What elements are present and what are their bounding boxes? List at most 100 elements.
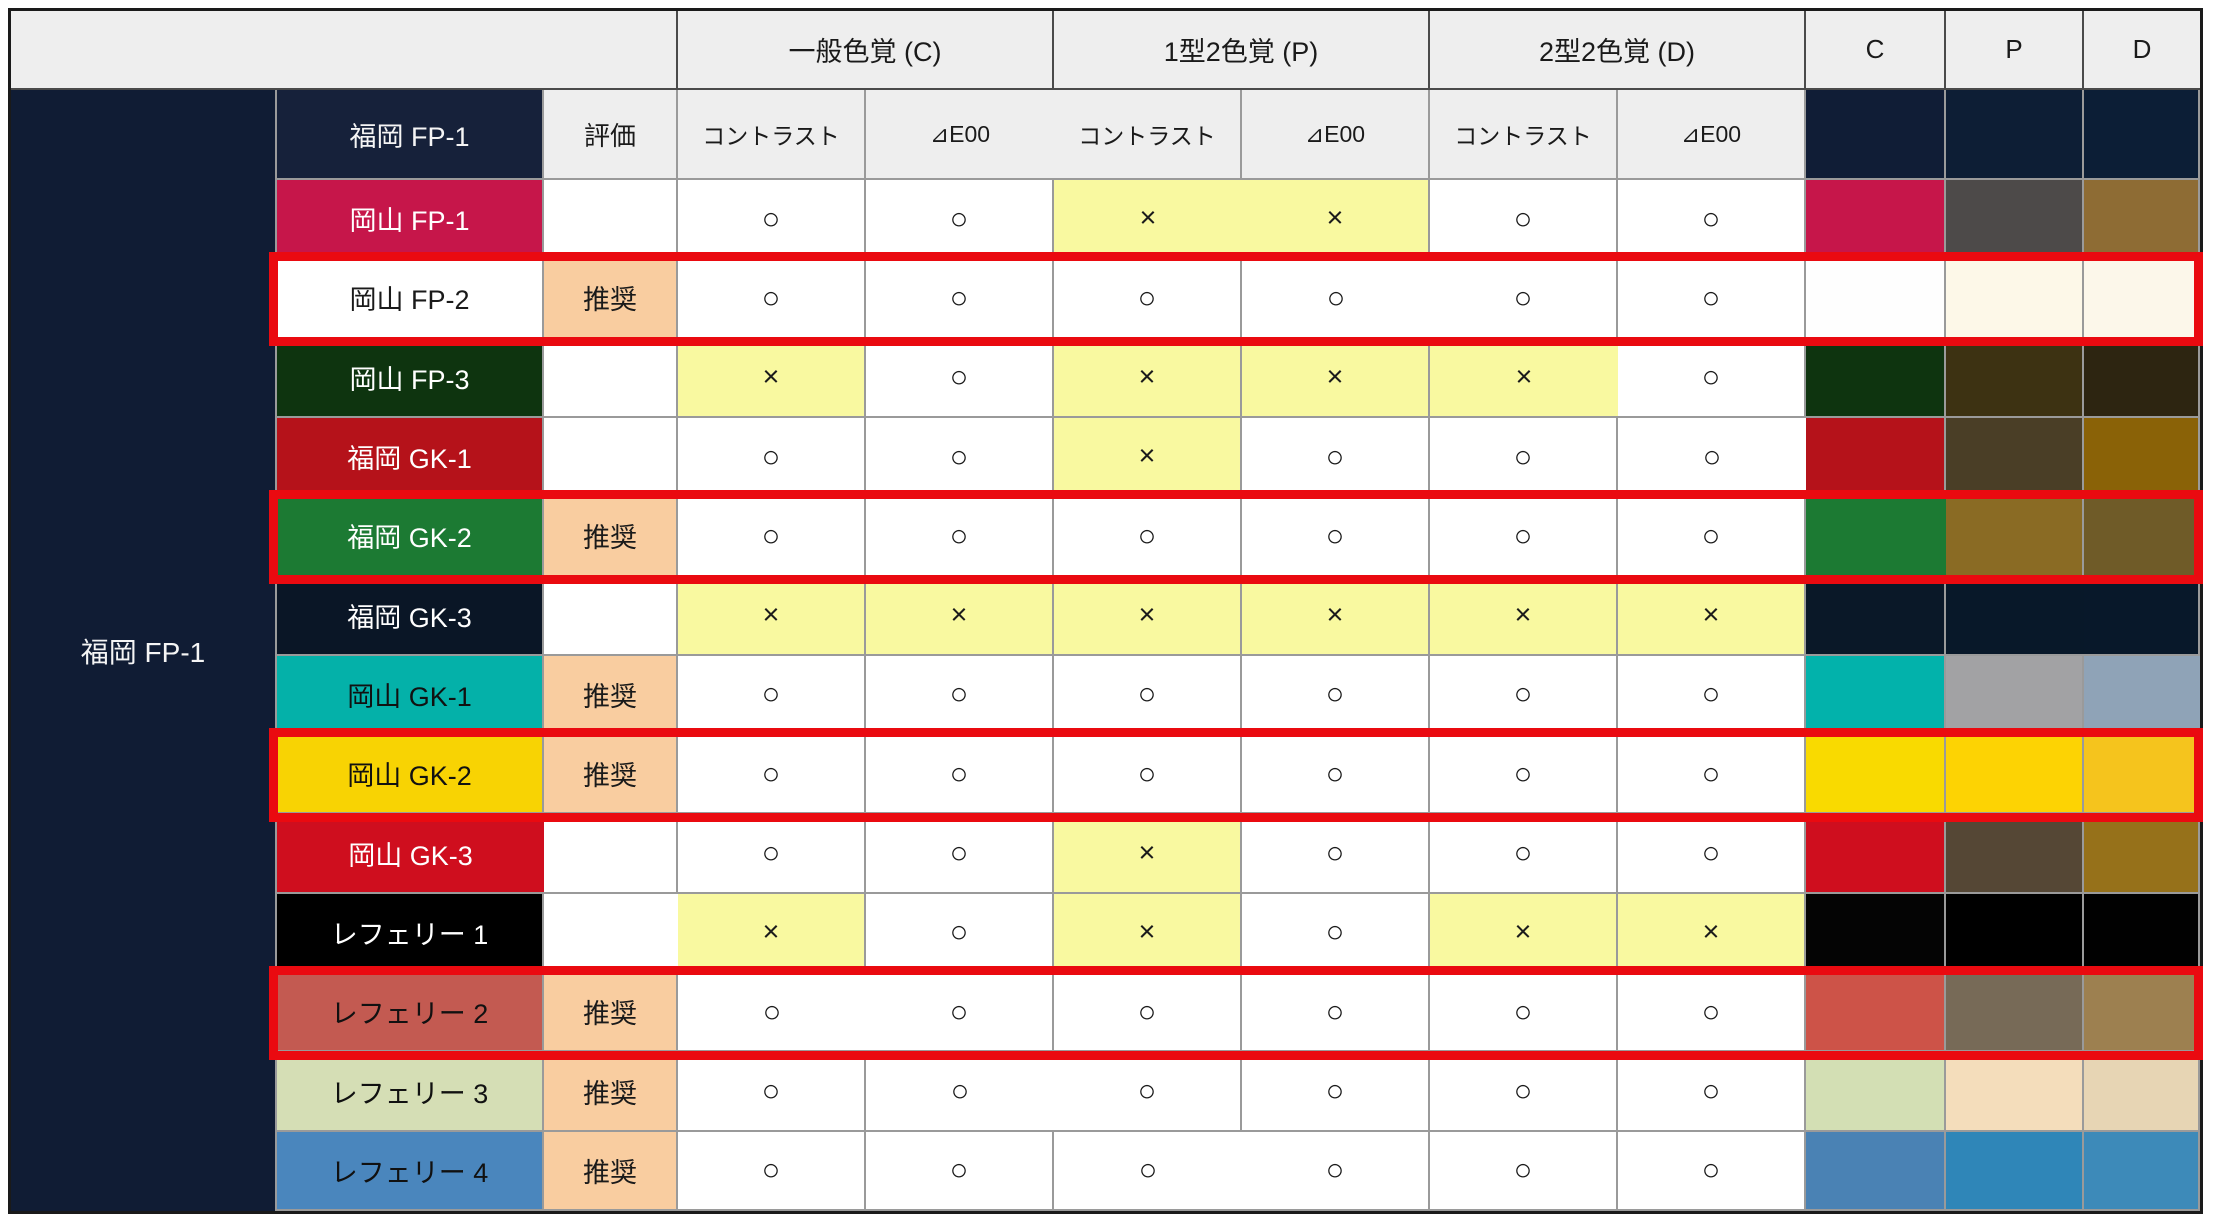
header-deltae-d: ⊿E00 (1618, 90, 1806, 180)
header-contrast-d: コントラスト (1430, 90, 1618, 180)
sim-swatch (1946, 180, 2084, 260)
mark-cell: ○ (866, 973, 1054, 1053)
mark-cell: ○ (1054, 973, 1242, 1053)
mark-cell: ○ (1430, 735, 1618, 815)
mark-cell: ○ (866, 814, 1054, 894)
mark-cell: × (678, 338, 866, 418)
mark-cell: × (1430, 893, 1618, 974)
row-label: 福岡 GK-3 (277, 576, 544, 656)
row-label: 岡山 FP-3 (277, 338, 544, 418)
sim-swatch (1946, 1052, 2084, 1132)
mark-cell: ○ (1430, 973, 1618, 1053)
mark-cell: × (1618, 893, 1806, 974)
mark-cell: ○ (1618, 259, 1806, 339)
mark-cell: ○ (866, 417, 1054, 498)
mark-cell: × (1054, 417, 1242, 498)
eval-cell: 推奨 (544, 973, 678, 1053)
sim-swatch (1806, 338, 1946, 418)
sim-swatch (1946, 735, 2084, 815)
base-swatch-p (1946, 90, 2084, 180)
mark-cell: × (1054, 576, 1242, 656)
mark-cell: ○ (1618, 1052, 1806, 1132)
mark-cell: ○ (1430, 1052, 1618, 1132)
mark-cell: ○ (1618, 1131, 1806, 1211)
mark-cell: ○ (1430, 259, 1618, 339)
mark-cell: ○ (1430, 417, 1618, 498)
mark-cell: ○ (678, 259, 866, 339)
eval-cell (544, 576, 678, 656)
sim-swatch (1946, 814, 2084, 894)
sim-swatch (1806, 259, 1946, 339)
eval-cell: 推奨 (544, 1052, 678, 1132)
eval-cell (544, 180, 678, 260)
header-eval: 評価 (544, 90, 678, 180)
base-color-merged-cell: 福岡 FP-1 (11, 90, 277, 1211)
mark-cell: ○ (1242, 1131, 1430, 1211)
mark-cell: ○ (678, 973, 866, 1053)
sim-swatch (1946, 417, 2084, 498)
mark-cell: ○ (1618, 180, 1806, 260)
mark-cell: × (1054, 180, 1242, 260)
mark-cell: × (1054, 893, 1242, 974)
mark-cell: ○ (866, 180, 1054, 260)
sim-swatch (2084, 497, 2200, 577)
row-label: レフェリー 1 (277, 893, 544, 974)
sim-swatch (2084, 814, 2200, 894)
mark-cell: ○ (866, 259, 1054, 339)
row-label: レフェリー 3 (277, 1052, 544, 1132)
mark-cell: ○ (1618, 814, 1806, 894)
sim-swatch (1806, 893, 1946, 974)
header-empty-cell (11, 11, 678, 90)
mark-cell: ○ (1242, 973, 1430, 1053)
mark-cell: ○ (1242, 259, 1430, 339)
mark-cell: ○ (1242, 417, 1430, 498)
header-sim-c: C (1806, 11, 1946, 90)
sim-swatch (2084, 417, 2200, 498)
sim-swatch (1806, 814, 1946, 894)
mark-cell: × (678, 893, 866, 974)
mark-cell: ○ (678, 735, 866, 815)
row-label: 福岡 GK-2 (277, 497, 544, 577)
mark-cell: ○ (1242, 497, 1430, 577)
sim-swatch (1806, 497, 1946, 577)
sim-swatch (1806, 1052, 1946, 1132)
mark-cell: ○ (678, 1052, 866, 1132)
mark-cell: ○ (678, 417, 866, 498)
mark-cell: ○ (1430, 180, 1618, 260)
row-label: レフェリー 2 (277, 973, 544, 1053)
base-swatch-c (1806, 90, 1946, 180)
mark-cell: ○ (678, 1131, 866, 1211)
mark-cell: ○ (1054, 1132, 1242, 1211)
mark-cell: ○ (678, 655, 866, 736)
mark-cell: ○ (1618, 418, 1806, 498)
mark-cell: ○ (1242, 655, 1430, 736)
header-deltae-p: ⊿E00 (1242, 90, 1430, 180)
row-label: 岡山 FP-2 (277, 259, 544, 339)
mark-cell: × (1430, 338, 1618, 418)
eval-cell (544, 338, 678, 418)
mark-cell: × (1054, 814, 1242, 894)
sim-swatch (1946, 576, 2084, 656)
mark-cell: × (1242, 338, 1430, 418)
mark-cell: × (1054, 338, 1242, 418)
mark-cell: ○ (866, 1131, 1054, 1211)
header-group-protan-vision: 1型2色覚 (P) (1054, 11, 1430, 90)
mark-cell: ○ (866, 893, 1054, 974)
sim-swatch (1946, 973, 2084, 1053)
sim-swatch (1806, 655, 1946, 736)
mark-cell: ○ (866, 338, 1054, 418)
mark-cell: × (1242, 576, 1430, 656)
color-comparison-table: 一般色覚 (C) 1型2色覚 (P) 2型2色覚 (D) C P D 福岡 FP… (8, 8, 2203, 1214)
sim-swatch (2084, 338, 2200, 418)
mark-cell: ○ (866, 735, 1054, 815)
eval-cell (544, 417, 678, 498)
row-label: 岡山 GK-1 (277, 655, 544, 736)
sim-swatch (1946, 259, 2084, 339)
mark-cell: ○ (866, 497, 1054, 577)
row-label: 岡山 GK-2 (277, 735, 544, 815)
sim-swatch (1806, 417, 1946, 498)
sim-swatch (1806, 1131, 1946, 1211)
sim-swatch (2084, 1052, 2200, 1132)
eval-cell: 推奨 (544, 497, 678, 577)
mark-cell: × (1430, 576, 1618, 656)
